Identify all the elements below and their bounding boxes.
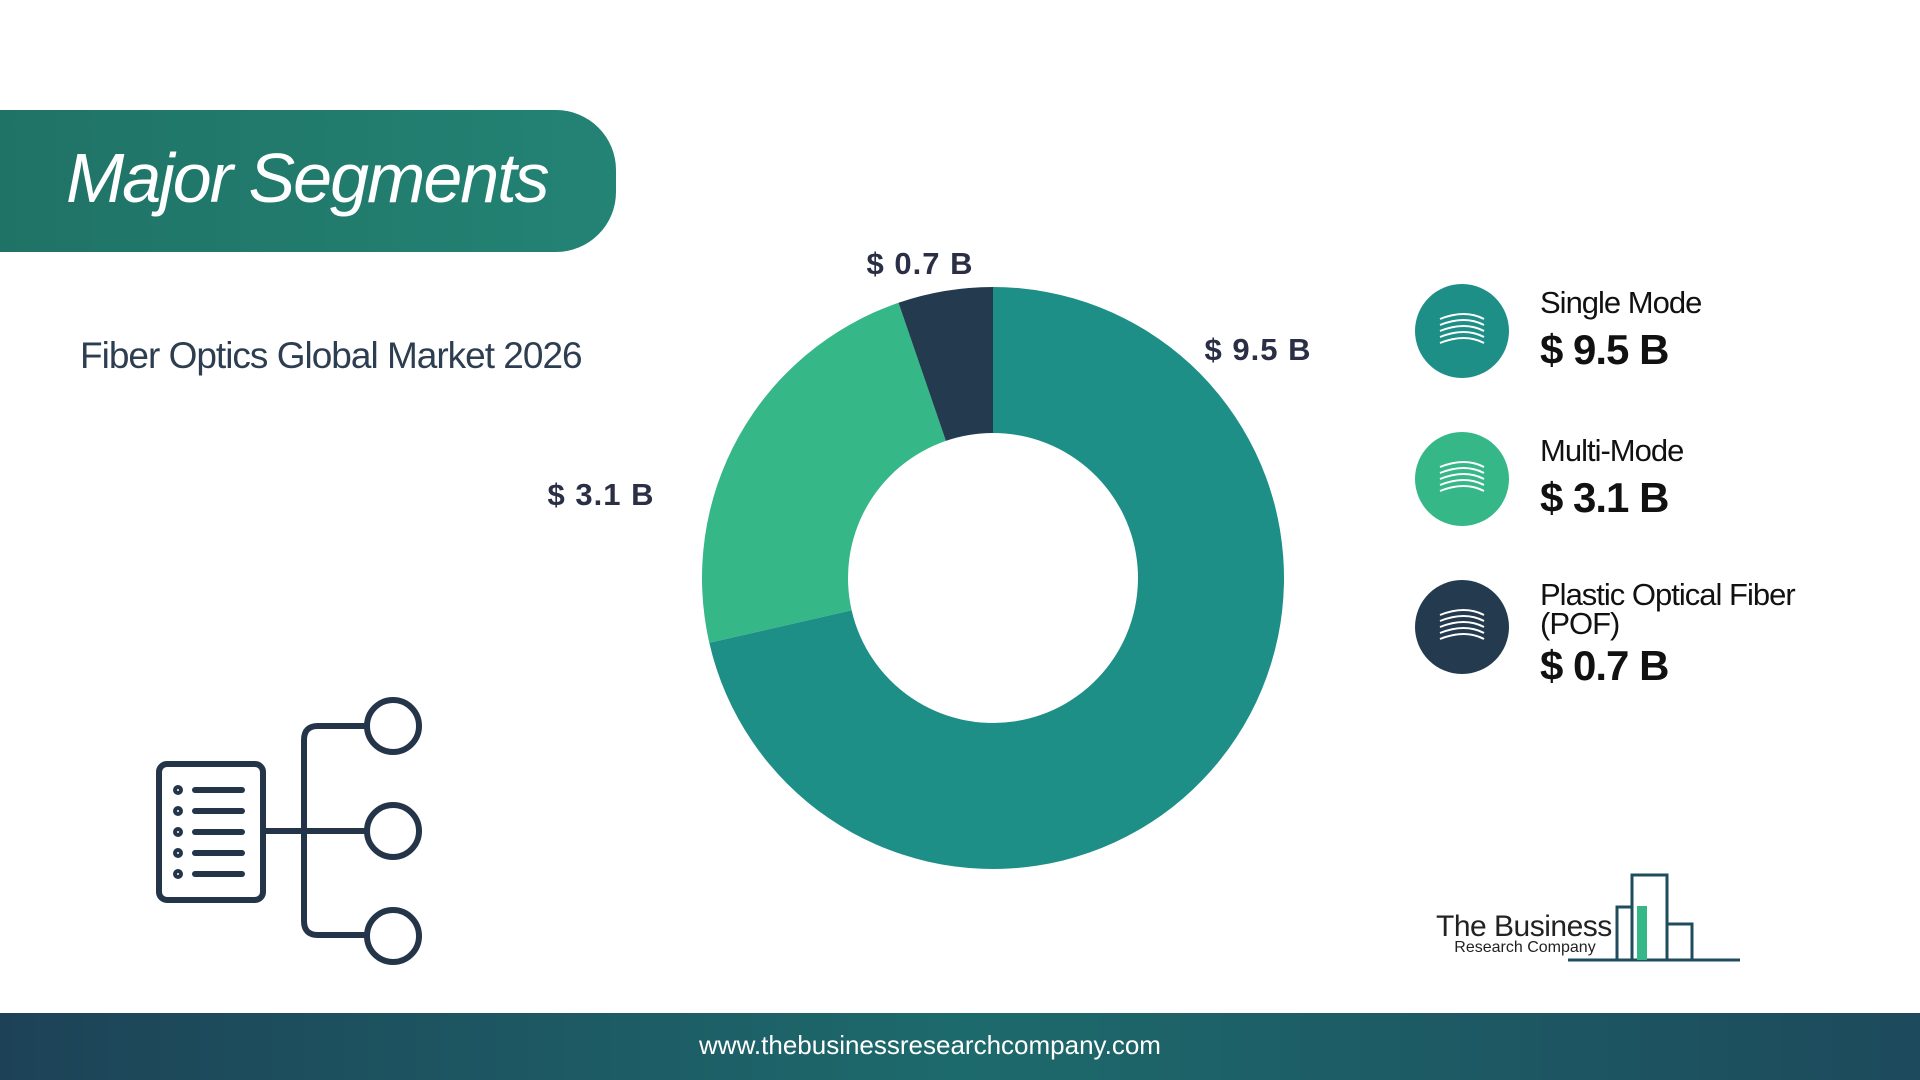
legend-swatch (1415, 284, 1509, 378)
legend-value: $ 9.5 B (1540, 326, 1669, 373)
legend-label: Plastic Optical Fiber (POF) (1540, 577, 1796, 642)
banner-bg (0, 110, 616, 252)
legend-swatch (1415, 580, 1509, 674)
legend-swatch (1415, 432, 1509, 526)
logo-line2: Research Company (1454, 939, 1595, 956)
segments-icon (156, 697, 422, 965)
chart-title: Fiber Optics Global Market 2026 (80, 335, 582, 376)
icon-stroke (1439, 331, 1485, 338)
data-label: $ 9.5 B (1205, 332, 1312, 367)
icon-stroke (1439, 467, 1485, 474)
logo-line1: The Business (1436, 910, 1612, 943)
logo-mark (1568, 873, 1740, 962)
legend-label: Single Mode (1540, 285, 1702, 320)
footer-bg (0, 1013, 1920, 1080)
icon-stroke (1439, 473, 1485, 480)
data-label: $ 0.7 B (867, 246, 974, 281)
donut-segment (898, 287, 993, 441)
legend-value: $ 3.1 B (1540, 474, 1669, 521)
icon-stroke (1439, 479, 1485, 486)
icon-stroke (1439, 621, 1485, 628)
icon-stroke (1439, 313, 1485, 320)
icon-stroke (1439, 609, 1485, 616)
icon-stroke (1439, 337, 1485, 344)
legend-label: Multi-Mode (1540, 433, 1684, 468)
legend-value: $ 0.7 B (1540, 642, 1669, 689)
data-label: $ 3.1 B (548, 477, 655, 512)
icon-stroke (1439, 319, 1485, 326)
icon-stroke (1439, 485, 1485, 492)
legend-icon (1439, 461, 1485, 492)
icon-stroke (1439, 325, 1485, 332)
icon-stroke (1439, 627, 1485, 634)
icon-stroke (1439, 461, 1485, 468)
footer-url: www.thebusinessresearchcompany.com (698, 1030, 1161, 1060)
icon-stroke (1439, 615, 1485, 622)
donut-segment (709, 287, 1284, 870)
legend-icon (1439, 609, 1485, 640)
banner-title: Major Segments (66, 139, 549, 217)
legend-icon (1439, 313, 1485, 344)
icon-stroke (1439, 633, 1485, 640)
donut-segment (702, 302, 946, 643)
